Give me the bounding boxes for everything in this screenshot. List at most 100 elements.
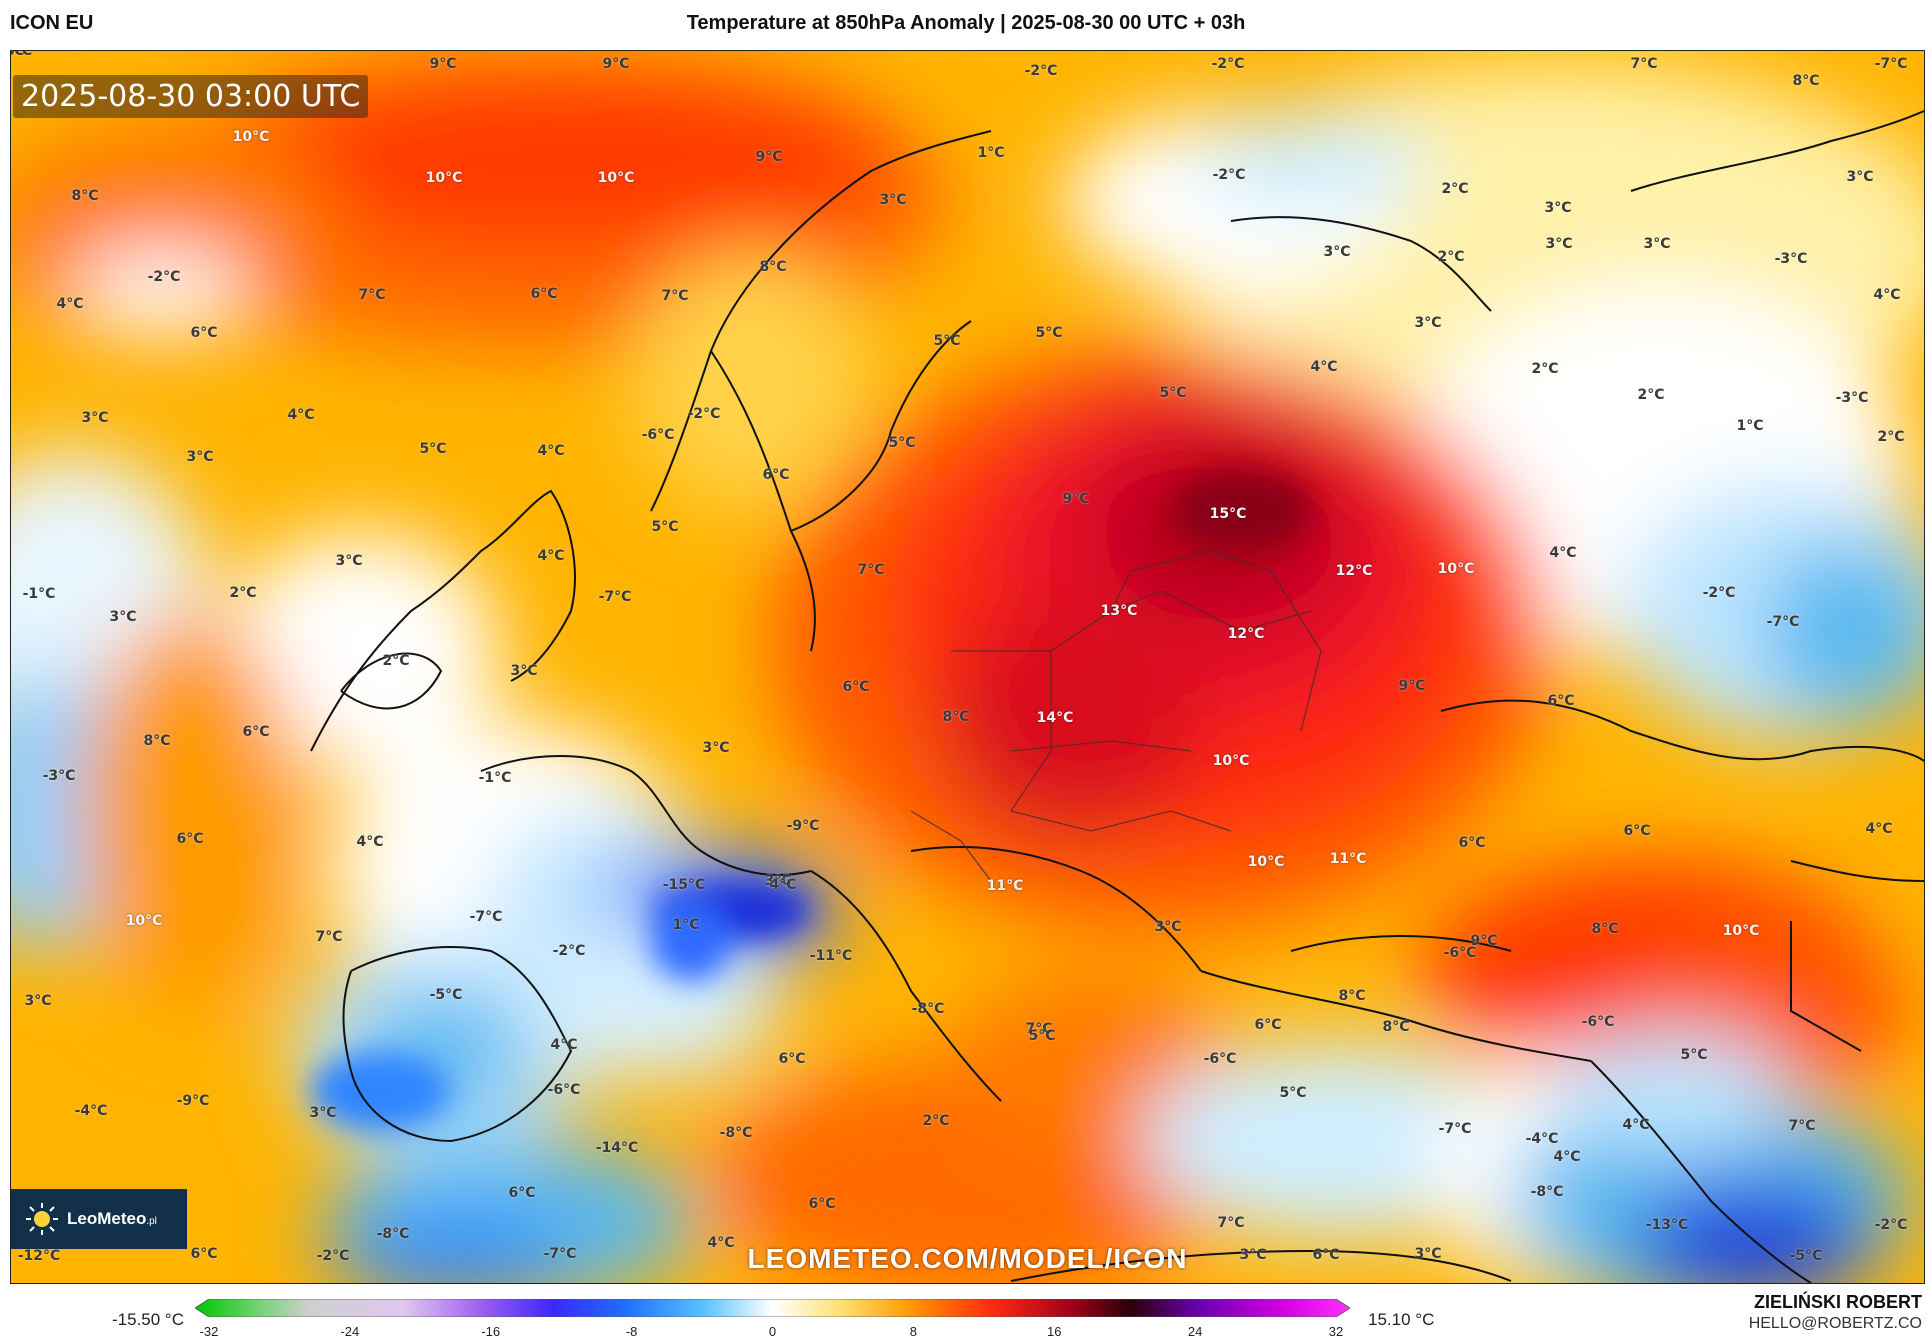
- temperature-label: -12°C: [17, 1248, 61, 1264]
- temperature-label: 3°C: [81, 410, 109, 426]
- temperature-label: 8°C: [1382, 1019, 1410, 1035]
- temperature-label: -11°C: [809, 948, 853, 964]
- temperature-label: -2°C: [1024, 63, 1058, 79]
- temperature-label: 4°C: [356, 834, 384, 850]
- temperature-label: 4°C: [769, 877, 797, 893]
- temperature-label: 5°C: [419, 441, 447, 457]
- temperature-label: -7°C: [598, 589, 632, 605]
- temperature-label: -6°C: [641, 427, 675, 443]
- temperature-label: 4°C: [1622, 1117, 1650, 1133]
- temperature-label: 4°C: [1873, 287, 1901, 303]
- temperature-label: -6°C: [1203, 1051, 1237, 1067]
- leometeo-logo[interactable]: LeoMeteo.pl: [11, 1189, 187, 1249]
- temperature-label: 4°C: [537, 548, 565, 564]
- temperature-label: 9°C: [429, 56, 457, 72]
- temperature-label: -3°C: [1774, 251, 1808, 267]
- temperature-label: 2°C: [382, 653, 410, 669]
- map-panel[interactable]: 2025-08-30 03:00 UTC 9°C 9°C -2°C -2°C 7°C 8°…: [10, 50, 1925, 1284]
- colorbar-tick-label: 8: [909, 1324, 917, 1339]
- colorbar-tick-label: 32: [1328, 1324, 1344, 1339]
- temperature-label: 3°C: [1323, 244, 1351, 260]
- temperature-label: 12°C: [1335, 563, 1373, 579]
- temperature-label: 5°C: [1028, 1028, 1056, 1044]
- temperature-label: 2°C: [11, 50, 25, 59]
- temperature-label: -6°C: [547, 1082, 581, 1098]
- temperature-label: 6°C: [190, 325, 218, 341]
- temperature-label: 3°C: [510, 663, 538, 679]
- temperature-label: 8°C: [1591, 921, 1619, 937]
- temperature-label: 1°C: [672, 917, 700, 933]
- temperature-label: 10°C: [425, 170, 463, 186]
- temperature-label: 8°C: [1338, 988, 1366, 1004]
- temperature-label: 7°C: [358, 287, 386, 303]
- forecast-timestamp: 2025-08-30 03:00 UTC: [13, 75, 369, 118]
- temperature-label: -8°C: [1530, 1184, 1564, 1200]
- temperature-label: 12°C: [1227, 626, 1265, 642]
- temperature-label: 3°C: [1414, 1246, 1442, 1262]
- temperature-label: 2°C: [1877, 429, 1905, 445]
- temperature-label: 6°C: [762, 467, 790, 483]
- temperature-label: 8°C: [71, 188, 99, 204]
- temperature-label: 5°C: [1035, 325, 1063, 341]
- temperature-label: 4°C: [537, 443, 565, 459]
- temperature-label: -6°C: [1581, 1014, 1615, 1030]
- colorbar: [195, 1299, 1350, 1317]
- temperature-label: 14°C: [1036, 710, 1074, 726]
- temperature-label: 4°C: [1310, 359, 1338, 375]
- temperature-label: 7°C: [1217, 1215, 1245, 1231]
- temperature-label: 9°C: [1062, 491, 1090, 507]
- temperature-label: 6°C: [1458, 835, 1486, 851]
- temperature-label: 10°C: [125, 913, 163, 929]
- temperature-label: 4°C: [707, 1235, 735, 1251]
- temperature-label: 6°C: [508, 1185, 536, 1201]
- temperature-label: 6°C: [190, 1246, 218, 1262]
- temperature-label: -7°C: [1766, 614, 1800, 630]
- temperature-label: 2°C: [1531, 361, 1559, 377]
- colorbar-tick-label: 16: [1047, 1324, 1062, 1339]
- temperature-label: 10°C: [597, 170, 635, 186]
- temperature-label: 8°C: [1792, 73, 1820, 89]
- colorbar-tick-label: 24: [1187, 1324, 1203, 1339]
- temperature-label: 9°C: [755, 149, 783, 165]
- temperature-label: -2°C: [552, 943, 586, 959]
- temperature-label: 3°C: [1545, 236, 1573, 252]
- temperature-label: 10°C: [1247, 854, 1285, 870]
- temperature-label: 3°C: [335, 553, 363, 569]
- temperature-label: 3°C: [186, 449, 214, 465]
- temperature-label: 2°C: [1637, 387, 1665, 403]
- temperature-label: 6°C: [778, 1051, 806, 1067]
- colorbar-tick-label: -8: [625, 1324, 638, 1339]
- temperature-label: -2°C: [1874, 1217, 1908, 1233]
- temperature-label: 7°C: [857, 562, 885, 578]
- temperature-label: -8°C: [911, 1001, 945, 1017]
- temperature-label: -3°C: [1835, 390, 1869, 406]
- temperature-label: -3°C: [42, 768, 76, 784]
- temperature-label: -3°C: [42, 768, 76, 784]
- temperature-label: 2°C: [1441, 181, 1469, 197]
- temperature-label: 7°C: [1788, 1118, 1816, 1134]
- temperature-label: 7°C: [1025, 1021, 1053, 1037]
- temperature-label: -1°C: [478, 770, 512, 786]
- temperature-label: -5°C: [429, 987, 463, 1003]
- temperature-label: 6°C: [1623, 823, 1651, 839]
- temperature-label: -2°C: [1702, 585, 1736, 601]
- author-email[interactable]: HELLO@ROBERTZ.CO: [1748, 1315, 1922, 1332]
- temperature-label: 4°C: [1553, 1149, 1581, 1165]
- temperature-label: 6°C: [1312, 1247, 1340, 1263]
- temperature-label: 8°C: [942, 709, 970, 725]
- temperature-label: 4°C: [1549, 545, 1577, 561]
- temperature-label: -2°C: [147, 269, 181, 285]
- temperature-label: -5°C: [1789, 1248, 1823, 1264]
- temperature-label: -13°C: [11, 50, 33, 59]
- temperature-label: 7°C: [661, 288, 689, 304]
- temperature-label: 6°C: [176, 831, 204, 847]
- temperature-label: -4°C: [1525, 1131, 1559, 1147]
- temperature-label: 5°C: [933, 333, 961, 349]
- temperature-label: 4°C: [287, 407, 315, 423]
- temperature-label: -8°C: [376, 1226, 410, 1242]
- temperature-anomaly-map: [11, 51, 1924, 1283]
- temperature-label: 3°C: [1239, 1247, 1267, 1263]
- temperature-label: 3°C: [309, 1105, 337, 1121]
- author-credit: ZIELIŃSKI ROBERT HELLO@ROBERTZ.CO: [1749, 1292, 1922, 1333]
- colorbar-tick-label: -32: [199, 1324, 219, 1339]
